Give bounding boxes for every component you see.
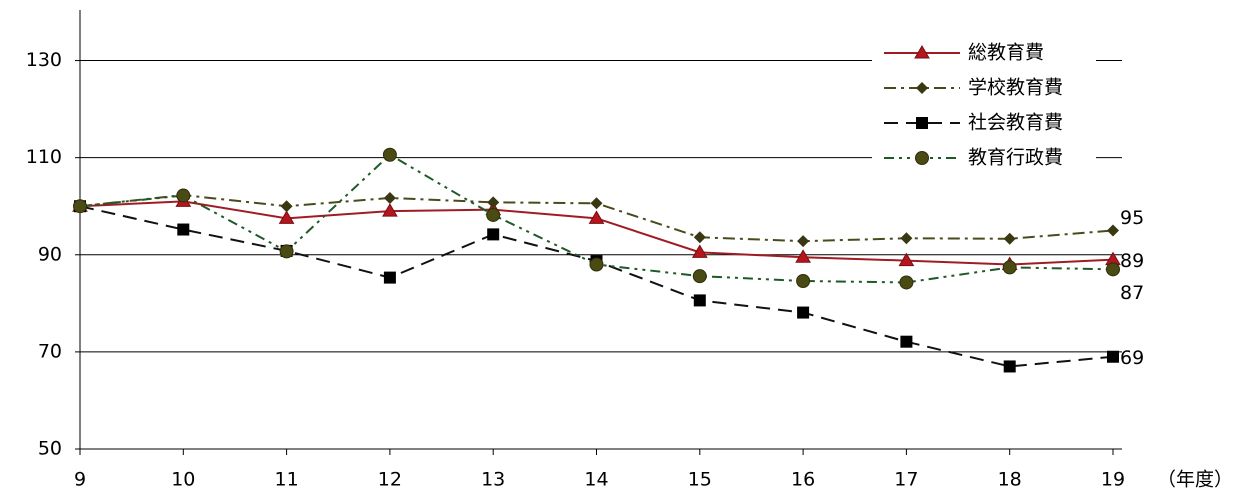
marker (692, 269, 707, 284)
marker (383, 191, 396, 204)
marker (73, 199, 87, 214)
marker (916, 117, 928, 129)
x-tick-label: 10 (171, 469, 195, 491)
legend-label: 学校教育費 (968, 77, 1063, 99)
marker (898, 252, 915, 267)
x-tick-label: 11 (275, 469, 299, 491)
marker (382, 147, 397, 162)
data-label: 89 (1120, 250, 1144, 272)
marker (797, 306, 810, 319)
legend-box (872, 34, 1096, 180)
marker (915, 151, 929, 165)
marker (280, 200, 293, 213)
legend-label: 総教育費 (968, 42, 1044, 64)
marker (899, 275, 914, 290)
marker (900, 232, 913, 245)
marker (589, 257, 604, 272)
marker (279, 244, 294, 259)
data-label: 95 (1120, 207, 1144, 229)
marker (797, 235, 810, 248)
y-tick-label: 70 (38, 340, 62, 362)
y-tick-label: 110 (26, 146, 62, 168)
marker (278, 210, 295, 224)
marker (796, 273, 811, 288)
data-label: 87 (1120, 282, 1144, 304)
marker (486, 207, 501, 222)
x-tick-label: 18 (998, 469, 1022, 491)
y-tick-label: 50 (38, 438, 62, 460)
marker (1107, 224, 1119, 237)
marker (914, 45, 930, 59)
marker (795, 249, 811, 263)
marker (487, 196, 500, 209)
x-tick-label: 19 (1101, 469, 1125, 491)
marker (693, 294, 706, 307)
x-tick-label: 12 (378, 469, 402, 491)
x-tick-label: 15 (688, 469, 712, 491)
y-tick-label: 90 (38, 243, 62, 265)
x-tick-label: 9 (74, 469, 86, 491)
x-tick-label: 17 (894, 469, 918, 491)
x-tick-label: 14 (584, 469, 608, 491)
marker (1106, 262, 1120, 277)
x-tick-label: 16 (791, 469, 815, 491)
marker (177, 223, 190, 236)
marker (693, 231, 706, 244)
legend-label: 教育行政費 (968, 147, 1063, 169)
marker (590, 197, 603, 210)
marker (1002, 260, 1017, 275)
marker (176, 188, 191, 203)
marker (691, 244, 708, 258)
legend-label: 社会教育費 (968, 112, 1063, 134)
marker (383, 271, 396, 284)
x-tick-label: 13 (481, 469, 505, 491)
marker (487, 228, 500, 241)
marker (1003, 360, 1016, 373)
marker (916, 82, 928, 94)
marker (382, 203, 398, 217)
marker (1003, 232, 1016, 245)
y-tick-label: 130 (26, 49, 62, 71)
marker (1107, 350, 1119, 363)
x-axis-label: （年度） (1157, 469, 1233, 491)
series-line (79, 205, 1114, 368)
marker (588, 210, 605, 224)
marker (900, 335, 913, 348)
data-label: 69 (1120, 347, 1144, 369)
